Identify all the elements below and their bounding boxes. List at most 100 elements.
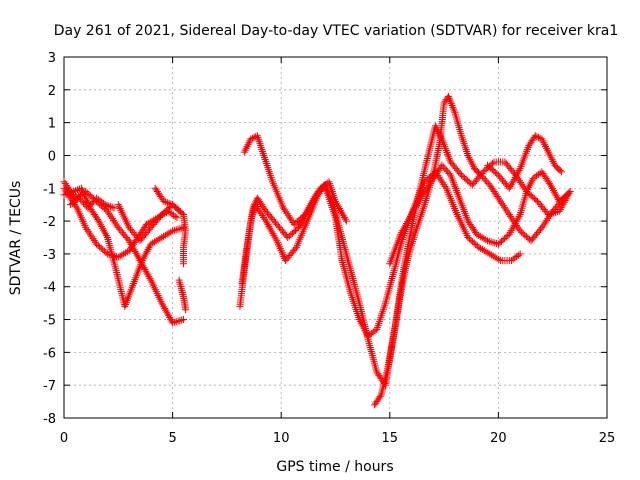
data-point [508,214,516,222]
data-point [165,199,173,207]
data-point [139,255,147,263]
data-point [178,316,186,324]
data-point [484,249,492,257]
data-point [547,183,555,191]
data-point [160,197,168,205]
data-point [65,191,73,199]
y-tick-label: -8 [43,412,56,427]
data-point [302,209,310,217]
x-tick-label: 20 [490,431,507,446]
data-point [143,220,151,228]
data-point [165,312,173,320]
data-point [266,224,274,232]
data-point [342,217,350,225]
data-point [296,222,304,230]
data-point [552,192,560,200]
data-point [448,101,456,109]
data-point [409,207,417,215]
data-point [447,100,455,108]
data-point [504,209,512,217]
data-point [548,185,556,193]
data-point [101,201,109,209]
series-trace-6 [175,276,190,314]
data-point [120,250,128,258]
data-point [318,184,326,192]
data-point [270,231,278,239]
data-point [423,184,431,192]
data-point [291,245,299,253]
series-trace-5 [151,184,187,219]
data-point [62,188,70,196]
data-point [337,208,345,216]
data-point [340,214,348,222]
data-point [64,190,72,198]
x-tick-label: 0 [60,431,68,446]
data-point [315,188,323,196]
data-point [440,181,448,189]
data-point [445,170,453,178]
data-point [313,189,321,197]
y-tick-label: -4 [43,281,56,296]
data-point [483,178,491,186]
data-point [167,315,175,323]
data-point [174,225,182,233]
data-point [539,222,547,230]
data-point [564,191,572,199]
data-point [509,223,517,231]
data-point [514,214,522,222]
data-point [404,218,412,226]
data-point [176,317,184,325]
data-point [538,224,546,232]
data-point [100,226,108,234]
data-point [406,214,414,222]
data-point [102,230,110,238]
data-point [285,213,293,221]
data-point [303,207,311,215]
data-point [125,237,133,245]
data-point [178,224,186,232]
data-point [89,235,97,243]
data-point [165,229,173,237]
data-point [279,204,287,212]
data-point [511,219,519,227]
data-point [263,219,271,227]
data-point [167,228,175,236]
data-point [106,203,114,211]
data-point [513,216,521,224]
data-point [151,238,158,246]
data-point [261,215,269,223]
data-point [503,207,511,215]
y-tick-label: 2 [48,84,56,99]
data-point [95,217,103,225]
data-point [441,165,449,173]
data-point [478,234,486,241]
data-point [308,198,316,206]
data-point [421,187,429,195]
data-point [262,217,270,225]
data-point [178,209,186,217]
data-point [179,211,187,219]
data-point [410,205,418,213]
data-point [146,274,154,282]
data-point [515,212,523,220]
data-point [158,234,166,241]
data-point [427,178,435,186]
data-point [515,166,523,174]
data-point [107,213,115,221]
data-point [508,225,516,233]
y-tick-label: 3 [48,51,56,66]
data-series [60,92,574,409]
data-point [281,206,289,214]
data-point [435,173,443,181]
data-point [338,210,346,218]
data-point [85,229,93,237]
data-point [512,172,520,180]
data-point [162,306,170,314]
data-point [480,247,488,255]
data-point [82,224,90,232]
data-point [444,92,452,100]
data-point [109,216,117,224]
data-point [269,230,277,238]
data-point [268,228,276,236]
data-point [162,198,170,206]
